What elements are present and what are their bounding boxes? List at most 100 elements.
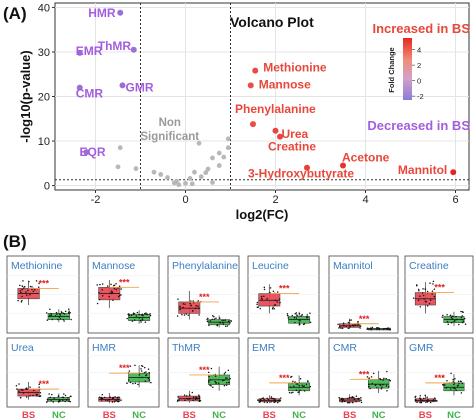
jitter-point-bs — [113, 287, 116, 290]
jitter-point-nc — [303, 385, 305, 387]
jitter-point-bs — [114, 396, 116, 398]
point-label-mannose: Mannose — [259, 77, 311, 91]
jitter-point-nc — [148, 371, 150, 374]
jitter-point-nc — [215, 382, 218, 384]
jitter-point-nc — [387, 386, 390, 388]
jitter-point-bs — [280, 397, 282, 399]
jitter-point-bs — [192, 399, 194, 402]
colorbar-title: Fold Change — [387, 47, 396, 92]
jitter-point-nc — [287, 317, 290, 319]
jitter-point-bs — [190, 304, 193, 307]
jitter-point-bs — [338, 327, 340, 329]
jitter-point-nc — [46, 398, 49, 400]
jitter-point-bs — [347, 401, 350, 404]
jitter-point-bs — [273, 307, 275, 310]
jitter-point-bs — [38, 383, 40, 386]
jitter-point-nc — [366, 376, 369, 378]
jitter-point-bs — [187, 398, 189, 400]
point-acetone — [340, 162, 346, 169]
jitter-point-bs — [426, 396, 428, 399]
jitter-point-bs — [433, 288, 436, 290]
jitter-point-bs — [182, 306, 184, 309]
jitter-point-bs — [427, 398, 429, 401]
jitter-point-bs — [33, 389, 35, 392]
jitter-point-nc — [129, 365, 132, 367]
jitter-point-bs — [117, 398, 119, 400]
jitter-point-nc — [387, 327, 389, 329]
jitter-point-bs — [195, 396, 197, 398]
jitter-point-bs — [184, 399, 186, 402]
group-label-bs: BS — [103, 410, 116, 420]
jitter-point-nc — [45, 401, 48, 403]
jitter-point-bs — [256, 301, 259, 304]
colorbar-tick-label: -2 — [417, 92, 424, 101]
increased-legend-label: Increased in BS — [372, 21, 470, 36]
jitter-point-nc — [382, 328, 385, 331]
jitter-point-bs — [31, 286, 33, 288]
jitter-point-nc — [444, 384, 446, 386]
jitter-point-nc — [48, 314, 51, 317]
boxplot-panel-gmr: *** GMR BS NC — [404, 337, 474, 420]
jitter-point-bs — [104, 396, 106, 399]
jitter-point-bs — [339, 325, 341, 328]
jitter-point-bs — [20, 389, 23, 391]
boxplot-title: ThMR — [172, 342, 201, 354]
jitter-point-nc — [298, 312, 301, 315]
jitter-point-bs — [355, 400, 357, 403]
jitter-point-bs — [421, 292, 424, 294]
jitter-point-bs — [109, 396, 111, 398]
jitter-point-nc — [144, 321, 147, 323]
jitter-point-nc — [306, 317, 308, 319]
y-tick-label: 10 — [38, 136, 50, 148]
jitter-point-bs — [197, 305, 199, 307]
jitter-point-nc — [287, 314, 289, 317]
boxplot-panel-creatine: *** Creatine — [404, 255, 474, 334]
jitter-point-bs — [25, 388, 27, 390]
jitter-point-nc — [451, 317, 453, 320]
jitter-point-bs — [341, 327, 344, 330]
jitter-point-nc — [211, 315, 214, 317]
jitter-point-bs — [270, 401, 272, 403]
jitter-point-nc — [454, 377, 456, 380]
point-label-3-hydroxybutyrate: 3-Hydroxybutyrate — [248, 167, 354, 181]
jitter-point-nc — [46, 400, 49, 402]
jitter-point-nc — [371, 326, 374, 329]
jitter-point-nc — [309, 385, 312, 388]
jitter-point-nc — [442, 314, 444, 317]
group-label-bs: BS — [22, 410, 35, 420]
jitter-point-bs — [429, 401, 432, 404]
jitter-point-bs — [176, 315, 179, 317]
jitter-point-bs — [270, 397, 272, 399]
jitter-point-nc — [453, 383, 455, 386]
jitter-point-bs — [259, 400, 261, 403]
boxplot-title: Mannose — [92, 260, 135, 272]
jitter-point-nc — [290, 375, 293, 378]
jitter-point-nc — [147, 368, 150, 370]
jitter-point-nc — [132, 382, 134, 385]
significance-stars: *** — [434, 283, 445, 293]
jitter-point-bs — [113, 284, 115, 287]
boxplot-title: GMR — [409, 342, 434, 354]
jitter-point-nc — [288, 391, 291, 394]
nonsignificant-point — [216, 150, 222, 156]
nonsignificant-point — [183, 180, 188, 186]
jitter-point-nc — [298, 323, 301, 326]
jitter-point-nc — [128, 313, 130, 315]
group-label-nc: NC — [447, 410, 461, 420]
jitter-point-nc — [53, 397, 55, 399]
jitter-point-bs — [116, 396, 119, 399]
jitter-point-nc — [446, 380, 448, 382]
boxplot-panel-thmr: *** ThMR BS NC — [167, 337, 240, 420]
jitter-point-bs — [354, 324, 356, 326]
jitter-point-bs — [263, 288, 266, 291]
jitter-point-nc — [138, 317, 141, 319]
jitter-point-nc — [309, 321, 312, 324]
jitter-point-bs — [183, 314, 186, 316]
jitter-point-bs — [353, 396, 355, 399]
jitter-point-bs — [263, 398, 265, 401]
jitter-point-nc — [462, 320, 465, 322]
jitter-point-nc — [459, 380, 462, 383]
jitter-point-nc — [461, 315, 464, 317]
jitter-point-nc — [460, 392, 463, 394]
jitter-point-bs — [261, 397, 263, 400]
